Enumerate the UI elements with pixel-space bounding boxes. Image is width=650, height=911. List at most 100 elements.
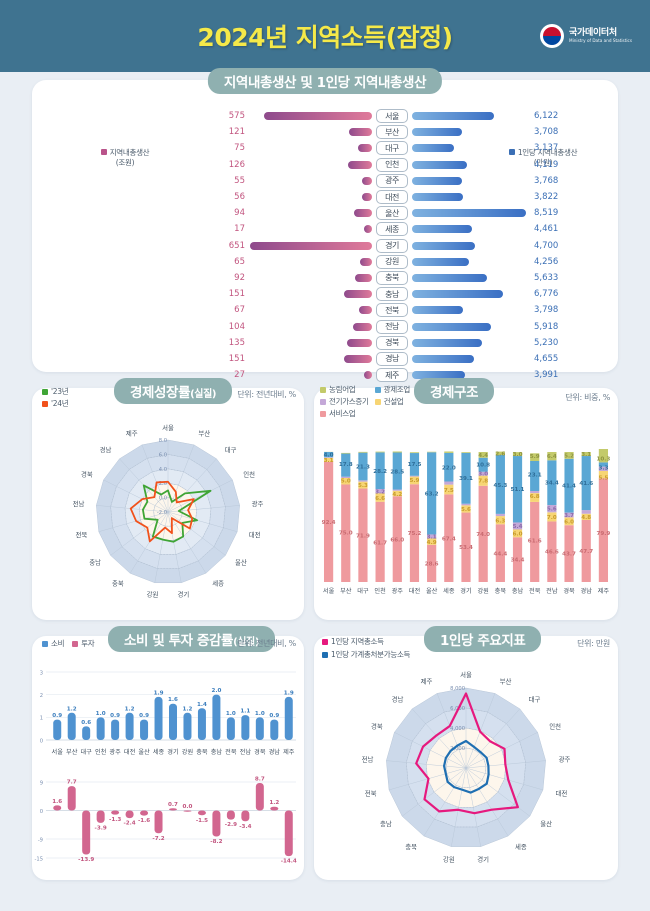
consumption-bar: [270, 719, 279, 740]
structure-segment: [547, 452, 557, 461]
grdp-region-label: 울산: [376, 206, 408, 221]
structure-value-label: 67.4: [442, 537, 456, 543]
structure-segment: [530, 460, 540, 491]
investment-y-tick: -9: [38, 837, 43, 843]
percapita-legend-label: 1인당 가계총처분가능소득: [331, 650, 411, 659]
grdp-right-bar: [412, 306, 530, 315]
investment-value-label: -7.2: [152, 836, 164, 842]
structure-segment: [495, 454, 505, 514]
consumption-bar: [125, 712, 134, 740]
structure-value-label: 75.0: [339, 530, 353, 536]
structure-value-label: 4.4: [478, 453, 488, 459]
investment-bar: [226, 810, 235, 820]
grdp-legend-right-unit: (만원): [533, 158, 553, 168]
consumption-legend-item: 소비: [42, 638, 65, 649]
grdp-left-bar: [248, 241, 372, 250]
structure-segment: [461, 452, 471, 504]
structure-segment: [512, 529, 523, 538]
radar-axis-label: 대구: [529, 695, 541, 703]
consumption-bar: [169, 703, 177, 740]
grdp-left-value: 126: [228, 159, 245, 170]
structure-segment: [427, 544, 437, 582]
structure-segment: [358, 488, 368, 582]
structure-value-label: 5.3: [358, 483, 368, 489]
grdp-left-bar: [248, 176, 372, 185]
grdp-legend-left-label: 지역내총생산: [109, 148, 150, 157]
grdp-row: 67 전북 3,798: [32, 302, 618, 318]
structure-value-label: 5.6: [547, 507, 557, 513]
investment-y-tick: 0: [40, 809, 43, 815]
grdp-left-value: 104: [228, 321, 245, 332]
structure-segment: [581, 510, 591, 514]
structure-value-label: 61.7: [373, 540, 387, 546]
grdp-row: 575 서울 6,122: [32, 108, 618, 124]
structure-segment: [598, 449, 609, 463]
consumption-value-label: 1.9: [284, 690, 294, 696]
structure-segment: [478, 471, 488, 476]
grdp-right-value: 5,918: [534, 321, 559, 332]
structure-value-label: 92.4: [322, 520, 336, 526]
structure-segment: [581, 519, 591, 582]
consumption-unit-label: 단위: 전년대비, %: [237, 639, 296, 648]
structure-value-label: 3.1: [427, 535, 437, 541]
structure-legend: 농림어업 광제조업 전기가스증기 건설업 서비스업: [320, 384, 410, 419]
structure-segment: [427, 538, 437, 545]
structure-value-label: 41.4: [562, 484, 576, 490]
structure-segment: [512, 452, 523, 457]
consumption-value-label: 1.6: [168, 697, 178, 703]
investment-value-label: 8.7: [255, 776, 265, 782]
structure-value-label: 5.2: [564, 453, 574, 459]
panel-growth-title: 경제성장률(실질): [114, 378, 233, 404]
structure-category-label: 대구: [357, 587, 369, 595]
structure-category-label: 강원: [477, 587, 489, 595]
grdp-left-bar: [248, 371, 372, 380]
panel-consumption-title: 소비 및 투자 증감률(실질): [108, 626, 276, 652]
structure-category-label: 제주: [598, 587, 610, 595]
consumption-y-tick: 3: [40, 670, 43, 676]
structure-segment: [598, 470, 609, 479]
grdp-left-bar: [248, 209, 372, 218]
consumption-category-label: 대구: [80, 748, 92, 756]
grdp-region-label: 충남: [376, 287, 408, 302]
structure-segment: [598, 478, 609, 582]
structure-segment: [358, 452, 368, 481]
grdp-legend-right: 1인당 지역내총생산 (만원): [488, 148, 598, 168]
structure-category-label: 경남: [581, 587, 593, 595]
radar-axis-label: 경기: [477, 854, 489, 863]
structure-segment: [547, 460, 557, 506]
structure-value-label: 75.2: [408, 531, 422, 537]
investment-bar: [82, 810, 91, 855]
page-title: 2024년 지역소득(잠정): [197, 23, 453, 52]
panel-economic-structure: 농림어업 광제조업 전기가스증기 건설업 서비스업 경제구조 단위: 비중, % 서울 부…: [314, 378, 618, 620]
growth-legend-label: '24년: [51, 399, 69, 408]
structure-value-label: 47.7: [579, 549, 593, 555]
structure-category-label: 충북: [495, 587, 507, 595]
grdp-region-label: 경기: [376, 238, 408, 253]
investment-bar: [241, 810, 250, 822]
structure-segment: [392, 489, 402, 491]
grdp-left-value: 151: [228, 353, 245, 364]
structure-stacked-bar-chart: 서울 부산 대구 인천 광주 대전 울산 세종 경기 강원 충북 충남 전북 전남 경북 경남 제주4.03.1…: [322, 449, 610, 595]
investment-value-label: -1.6: [138, 818, 150, 824]
structure-category-label: 광주: [392, 588, 404, 595]
grdp-right-value: 3,768: [534, 175, 559, 186]
structure-segment: [427, 451, 437, 453]
consumption-bar: [53, 719, 62, 740]
structure-segment: [427, 452, 437, 535]
grdp-right-bar: [412, 144, 530, 153]
structure-value-label: 3.2: [375, 490, 385, 496]
grdp-right-bar: [412, 209, 530, 218]
consumption-bar: [255, 717, 264, 740]
structure-value-label: 34.4: [545, 481, 559, 487]
structure-legend-swatch-icon: [320, 410, 326, 417]
grdp-right-value: 6,776: [534, 289, 559, 300]
grdp-right-bar: [412, 371, 530, 380]
radar-axis-label: 경북: [371, 722, 383, 731]
radar-axis-label: 경북: [81, 470, 93, 479]
structure-segment: [495, 516, 505, 525]
structure-legend-item: 농림어업: [320, 384, 369, 395]
structure-segment: [358, 481, 368, 489]
structure-segment: [323, 457, 334, 462]
structure-value-label: 4.2: [392, 492, 402, 498]
panel-grdp: 지역내총생산 및 1인당 지역내총생산 지역내총생산 (조원) 1인당 지역내총…: [32, 68, 618, 383]
